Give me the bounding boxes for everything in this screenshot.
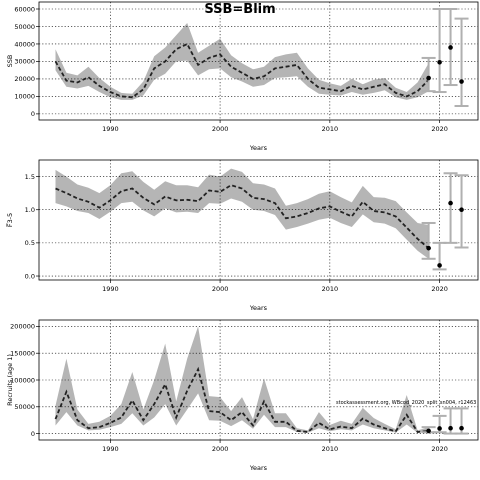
x-tick-label: 2020 bbox=[431, 125, 448, 133]
y-tick-label: 0 bbox=[31, 430, 35, 438]
x-tick-label: 1990 bbox=[102, 445, 119, 453]
forecast-point bbox=[448, 45, 453, 50]
y-axis-label: F̅3-5 bbox=[5, 213, 14, 228]
source-note: stockassessment.org, WBcod_2020_split_sn… bbox=[336, 400, 476, 406]
forecast-point bbox=[426, 245, 431, 251]
y-tick-label: 50000 bbox=[14, 403, 35, 411]
x-tick-label: 2020 bbox=[431, 445, 448, 453]
y-axis-label: Recruits (age 1) bbox=[6, 354, 14, 406]
x-tick-label: 2000 bbox=[212, 125, 229, 133]
y-tick-label: 150000 bbox=[10, 350, 35, 358]
x-tick-label: 2000 bbox=[212, 445, 229, 453]
y-tick-label: 200000 bbox=[10, 323, 35, 331]
y-tick-label: 50000 bbox=[14, 23, 35, 31]
estimate-line bbox=[54, 42, 430, 99]
y-tick-label: 30000 bbox=[14, 58, 35, 66]
x-axis-label: Years bbox=[249, 304, 268, 312]
y-axis-label: SSB bbox=[6, 55, 14, 68]
forecast-point bbox=[448, 200, 453, 206]
x-axis-label: Years bbox=[249, 144, 268, 152]
y-tick-label: 20000 bbox=[14, 75, 35, 83]
y-tick-label: 0.5 bbox=[25, 239, 35, 247]
x-tick-label: 2010 bbox=[322, 445, 339, 453]
ssb-panel: 1990 2000 2010 2020 0 10000 20000 30000 40000 500… bbox=[6, 1, 479, 152]
forecast-point bbox=[437, 263, 442, 268]
confidence-band bbox=[55, 168, 429, 259]
y-tick-label: 0.0 bbox=[25, 272, 35, 280]
y-tick-label: 1.0 bbox=[25, 206, 35, 214]
confidence-band bbox=[55, 326, 429, 433]
forecast-point bbox=[448, 425, 453, 431]
figure-title: SSB=Blim bbox=[204, 2, 275, 17]
x-tick-label: 2010 bbox=[322, 125, 339, 133]
plot-frame bbox=[38, 1, 479, 121]
recruits-panel: 1990 2000 2010 2020 0 50000 100000 150000 200000… bbox=[6, 319, 479, 472]
y-tick-label: 40000 bbox=[14, 40, 35, 48]
forecast-point bbox=[459, 207, 464, 213]
x-tick-label: 2020 bbox=[431, 285, 448, 293]
x-axis-label: Years bbox=[249, 464, 268, 472]
y-tick-label: 10000 bbox=[14, 93, 35, 101]
x-tick-label: 2010 bbox=[322, 285, 339, 293]
y-tick-label: 100000 bbox=[10, 376, 35, 384]
forecast-point bbox=[426, 428, 431, 434]
forecast-point bbox=[437, 426, 442, 431]
forecast-point bbox=[459, 79, 464, 84]
y-tick-label: 60000 bbox=[14, 5, 35, 13]
x-tick-label: 1990 bbox=[102, 125, 119, 133]
y-tick-label: 0 bbox=[31, 110, 35, 118]
forecast-point bbox=[459, 425, 464, 431]
plot-frame bbox=[38, 159, 479, 281]
estimate-line bbox=[55, 184, 430, 249]
fbar-panel: 1990 2000 2010 2020 0.0 0.5 1.0 1.5 Years F̅3-5 bbox=[5, 159, 479, 312]
x-tick-label: 2000 bbox=[212, 285, 229, 293]
forecast-point bbox=[437, 60, 442, 65]
y-tick-label: 1.5 bbox=[25, 173, 35, 181]
forecast-point bbox=[426, 75, 431, 81]
estimate-line bbox=[54, 366, 429, 433]
x-tick-label: 1990 bbox=[102, 285, 119, 293]
